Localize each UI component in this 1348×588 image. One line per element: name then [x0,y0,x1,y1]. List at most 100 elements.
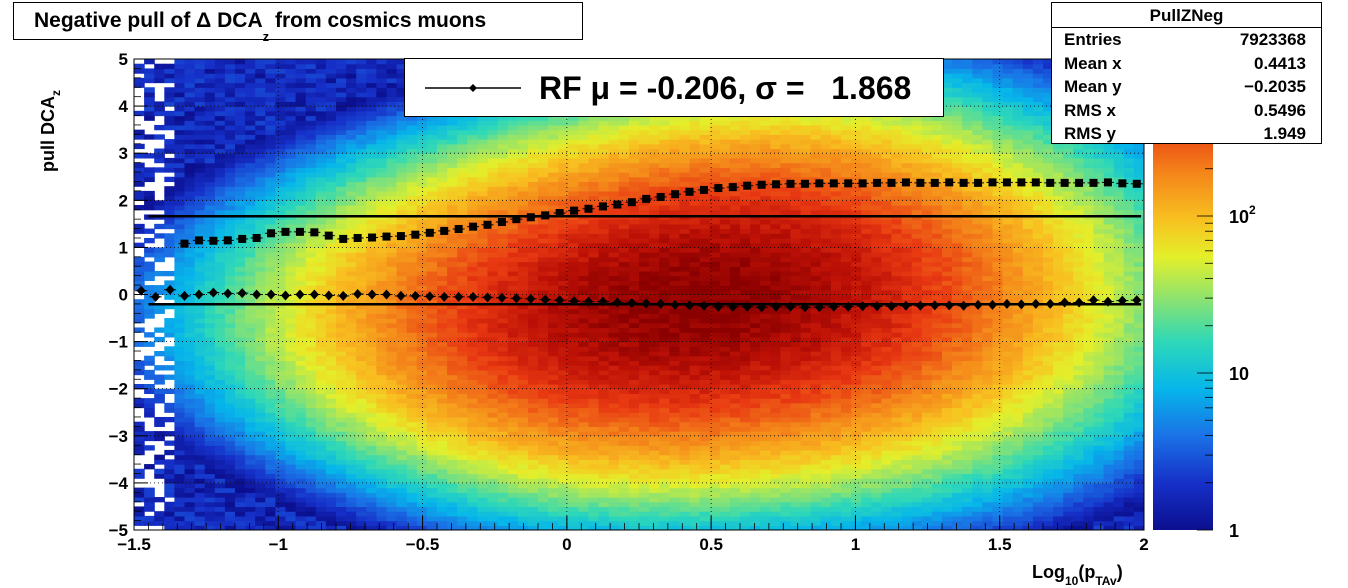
heatmap-cell [467,487,478,493]
heatmap-cell [406,482,418,489]
heatmap-cell [174,59,186,65]
heatmap-cell [245,431,256,437]
heatmap-cell [558,129,569,135]
heatmap-cell [477,341,489,347]
heatmap-cell [255,115,266,121]
heatmap-cell [154,379,165,385]
heatmap-cell [426,176,438,183]
heatmap-cell [608,379,620,385]
heatmap-cell [154,110,165,117]
heatmap-cell [467,351,478,357]
heatmap-cell [305,285,317,291]
heatmap-cell [305,124,317,131]
heatmap-cell [538,435,549,442]
heatmap-cell [548,120,559,126]
heatmap-cell [396,369,408,376]
heatmap-cell [618,454,630,460]
heatmap-cell [366,129,377,135]
heatmap-cell [618,346,630,352]
heatmap-cell [336,383,347,390]
heatmap-cell [174,492,186,498]
heatmap-cell [457,506,468,512]
heatmap-cell [144,506,155,512]
heatmap-cell [275,506,287,512]
heatmap-cell [437,115,448,121]
heatmap-cell [245,492,256,498]
heatmap-cell [214,181,226,187]
heatmap-cell [639,416,650,423]
heatmap-cell [265,219,276,225]
heatmap-cell [356,388,367,395]
heatmap-cell [174,91,186,98]
heatmap-cell [134,341,145,347]
heatmap-cell [639,280,650,286]
heatmap-cell [618,369,630,376]
heatmap-cell [265,181,276,187]
heatmap-cell [305,365,317,371]
heatmap-cell [346,478,357,484]
heatmap-cell [224,416,236,423]
heatmap-cell [558,355,569,362]
heatmap-cell [628,256,640,263]
heatmap-cell [477,412,489,418]
heatmap-cell [184,318,196,324]
heatmap-cell [477,176,489,183]
heatmap-cell [517,525,529,530]
heatmap-cell [527,492,539,498]
heatmap-cell [194,106,206,112]
heatmap-cell [487,134,499,140]
heatmap-cell [457,303,468,310]
heatmap-cell [608,289,620,296]
heatmap-cell [214,110,226,117]
heatmap-cell [447,365,458,371]
heatmap-cell [214,464,226,470]
heatmap-cell [497,383,509,390]
heatmap-cell [194,209,206,216]
heatmap-cell [426,449,438,456]
heatmap-cell [437,134,448,140]
heatmap-cell [184,87,196,93]
heatmap-cell [184,101,196,107]
heatmap-cell [336,318,347,324]
heatmap-cell [628,525,640,530]
heatmap-cell [447,327,458,333]
heatmap-cell [578,275,590,281]
heatmap-cell [598,124,610,131]
heatmap-cell [245,209,256,216]
heatmap-cell [315,449,327,456]
heatmap-cell [558,303,569,310]
heatmap-cell [538,322,549,329]
heatmap-cell [527,501,539,508]
heatmap-cell [568,482,579,489]
heatmap-cell [305,351,317,357]
heatmap-cell [336,261,347,267]
heatmap-cell [386,120,398,126]
heatmap-cell [235,143,246,150]
heatmap-cell [214,426,226,432]
heatmap-cell [194,388,206,395]
heatmap-cell [356,454,367,460]
heatmap-cell [477,261,489,267]
heatmap-cell [497,313,509,319]
heatmap-cell [406,115,418,121]
heatmap-cell [174,308,186,314]
heatmap-cell [144,313,155,319]
heatmap-cell [386,355,398,362]
heatmap-cell [497,426,509,432]
heatmap-cell [204,412,216,418]
heatmap-cell [639,482,650,489]
heatmap-cell [507,412,519,418]
heatmap-cell [265,520,276,526]
heatmap-cell [305,299,317,305]
heatmap-cell [548,209,559,216]
heatmap-cell [406,473,418,479]
heatmap-cell [608,115,620,121]
heatmap-cell [416,308,428,314]
heatmap-cell [517,402,529,409]
heatmap-cell [275,200,287,206]
heatmap-cell [214,332,226,338]
heatmap-cell [224,473,236,479]
heatmap-cell [527,402,539,409]
heatmap-cell [255,421,266,427]
heatmap-cell [376,106,388,112]
